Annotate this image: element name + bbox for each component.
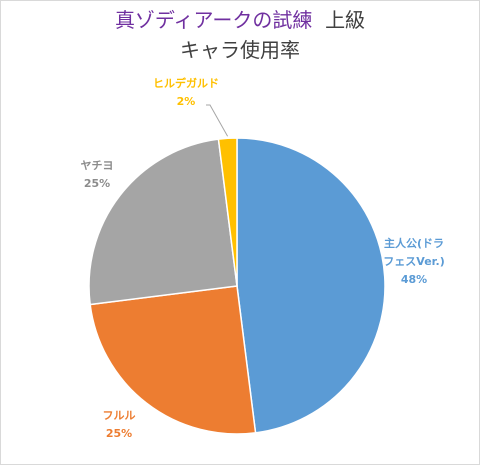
slice-label: ヒルデガルド 2% bbox=[153, 76, 219, 108]
chart-title: 真ゾディアークの試練 上級 bbox=[1, 7, 479, 33]
slice-label: ヤチヨ 25% bbox=[81, 159, 114, 190]
chart-subtitle: キャラ使用率 bbox=[180, 38, 300, 62]
leader-line bbox=[206, 104, 229, 137]
title-level: 上級 bbox=[325, 8, 366, 32]
pie-slice bbox=[88, 138, 238, 306]
pie-slice bbox=[89, 285, 257, 435]
title-main: 真ゾディアークの試練 bbox=[114, 8, 313, 32]
pie-slice bbox=[217, 137, 238, 287]
slice-label: 主人公(ドラフェスVer.) 48% bbox=[383, 236, 444, 286]
slice-label: フルル 25% bbox=[103, 409, 136, 440]
pie-slice bbox=[236, 137, 386, 434]
